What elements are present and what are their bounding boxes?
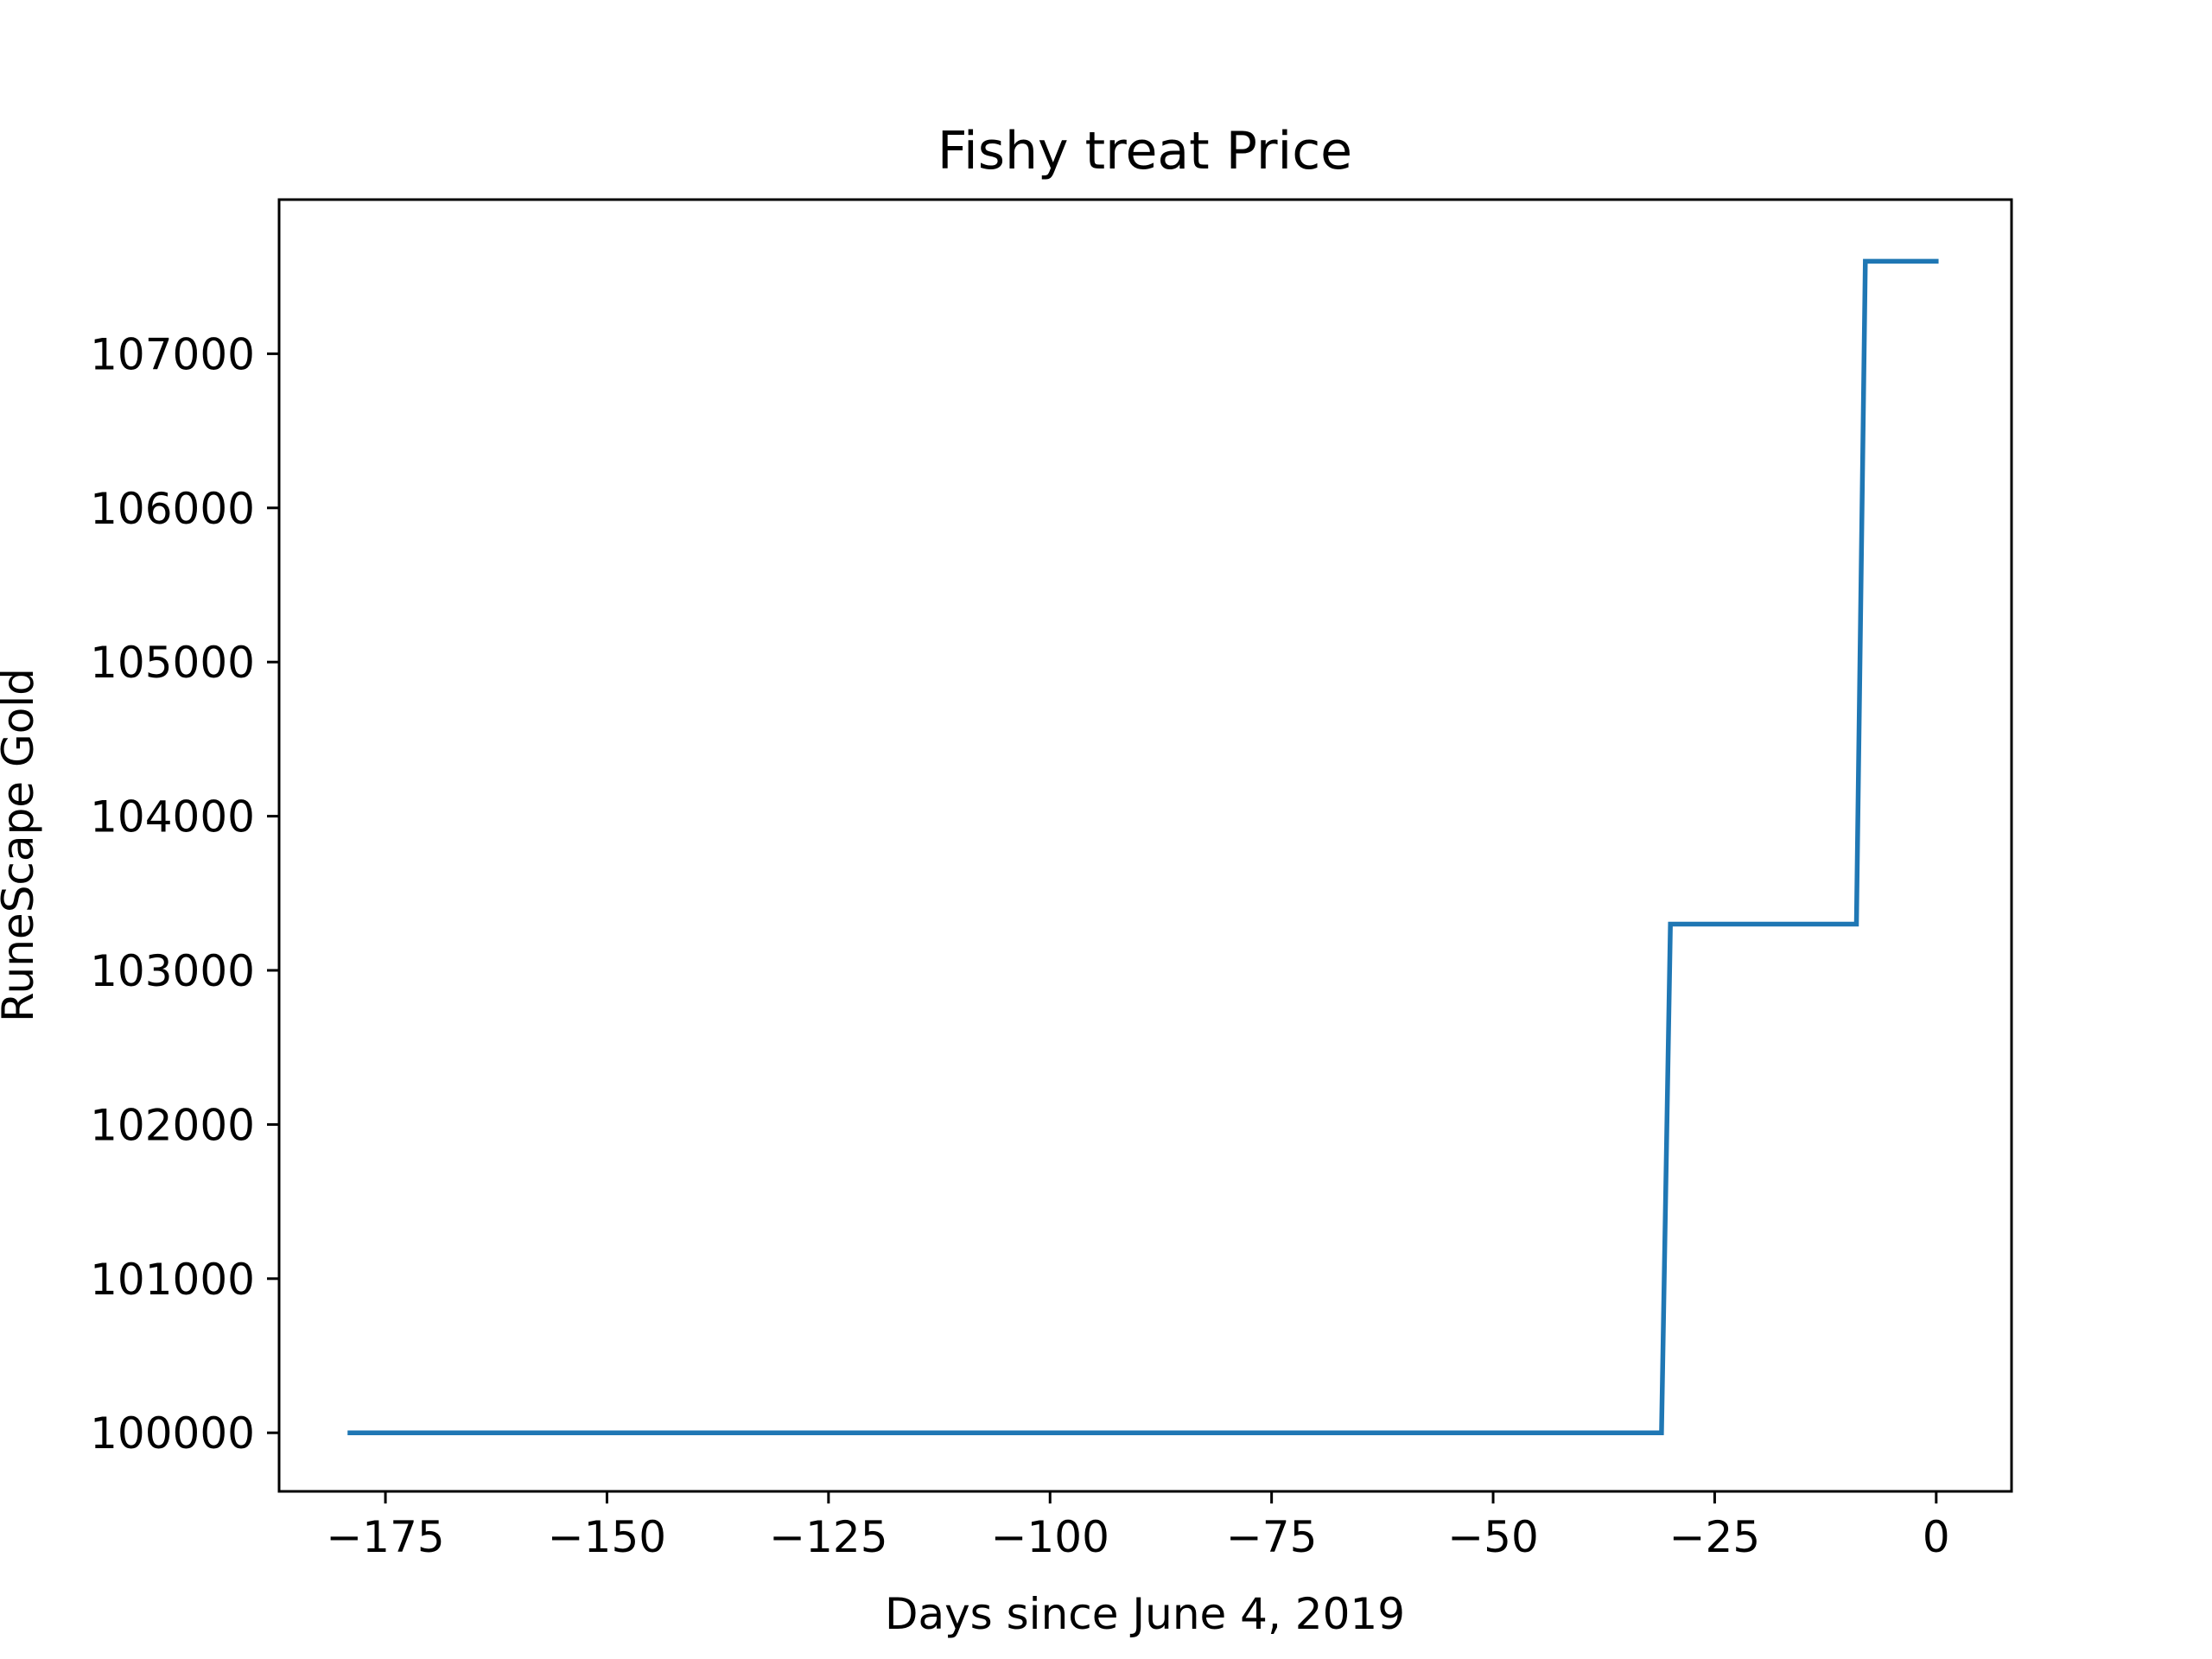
y-tick-label: 107000 [90,329,255,379]
y-tick-label: 106000 [90,484,255,534]
chart-title: Fishy treat Price [938,121,1352,181]
y-tick-label: 101000 [90,1255,255,1305]
y-axis-ticks: 100000 101000 102000 103000 104000 105000 1060… [90,329,279,1459]
plot-area [347,258,1939,1435]
x-axis-label: Days since June 4, 2019 [885,1589,1405,1639]
y-tick-label: 105000 [90,638,255,688]
y-tick-label: 102000 [90,1100,255,1150]
y-axis-label: RuneScape Gold [0,668,43,1022]
y-tick-label: 104000 [90,792,255,842]
x-tick-label: −150 [548,1512,666,1562]
x-tick-label: 0 [1923,1512,1950,1562]
x-axis-ticks: −175 −150 −125 −100 −75 −50 −25 0 [326,1491,1950,1562]
x-tick-label: −125 [769,1512,887,1562]
y-tick-label: 103000 [90,946,255,996]
x-tick-label: −75 [1226,1512,1318,1562]
x-tick-label: −25 [1669,1512,1761,1562]
y-tick-label: 100000 [90,1408,255,1459]
series-line [347,258,1939,1435]
x-tick-label: −175 [326,1512,444,1562]
x-tick-label: −100 [991,1512,1109,1562]
plot-frame [277,198,2013,1493]
x-tick-label: −50 [1447,1512,1539,1562]
